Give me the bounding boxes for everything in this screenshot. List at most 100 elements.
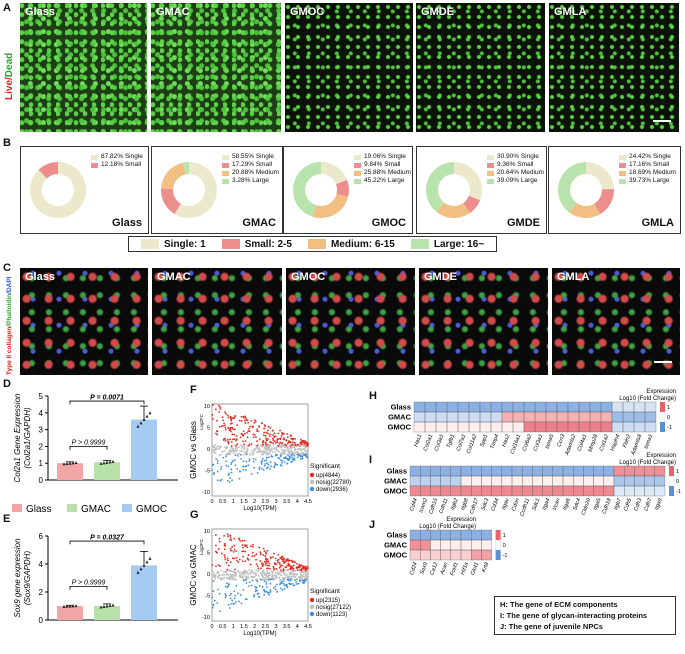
gene-label: Has2 bbox=[501, 434, 511, 448]
point-down bbox=[240, 457, 243, 460]
stain-label-gmac: GMAC bbox=[157, 271, 191, 283]
x-tick-label: 2 bbox=[253, 624, 256, 630]
point-nosig bbox=[226, 577, 228, 580]
ma-plot-gmoc-vs-glass: 0 0.5 1 1.5 2 2.5 3 3.5 4 4.5 10 5 0 -5 -10 Log10(TPM) G… bbox=[189, 403, 351, 512]
point-down bbox=[248, 585, 250, 587]
point-down bbox=[263, 580, 266, 582]
panel-letter-d: D bbox=[3, 378, 11, 390]
point-up bbox=[242, 416, 245, 419]
point-nosig bbox=[294, 449, 297, 451]
stain-label-collagen: Type II collagen bbox=[6, 326, 13, 375]
point-nosig bbox=[276, 570, 279, 572]
point-nosig bbox=[243, 445, 246, 448]
donut-legend-swatch bbox=[354, 170, 361, 176]
point-nosig bbox=[278, 572, 280, 574]
scale-high bbox=[660, 402, 665, 412]
heatmap-cell bbox=[522, 465, 533, 477]
point-nosig bbox=[214, 451, 217, 454]
heatmap-cell bbox=[471, 465, 482, 477]
donut-legend-text: 58.55% Single bbox=[232, 153, 274, 160]
heatmap-row-label: GMAC bbox=[384, 541, 407, 550]
heatmap-cell bbox=[573, 465, 584, 477]
point-up bbox=[272, 434, 275, 437]
point-up bbox=[276, 437, 279, 440]
donut-legend-row: 20.64% Medium bbox=[487, 169, 544, 177]
point-up bbox=[269, 426, 272, 429]
point-nosig bbox=[282, 452, 285, 455]
point-up bbox=[249, 563, 252, 566]
donut-legend-swatch bbox=[222, 154, 229, 160]
point-nosig bbox=[303, 571, 306, 574]
point-nosig bbox=[252, 451, 255, 454]
point-up bbox=[233, 557, 236, 560]
point-nosig bbox=[226, 572, 229, 575]
point-nosig bbox=[300, 573, 302, 576]
point-down bbox=[253, 594, 256, 596]
point-down bbox=[224, 596, 227, 599]
data-point bbox=[105, 460, 109, 464]
heatmap-cell bbox=[481, 475, 492, 487]
point-nosig bbox=[271, 572, 274, 575]
point-down bbox=[276, 583, 278, 586]
point-nosig bbox=[275, 449, 278, 452]
legend-label: up(4844) bbox=[316, 473, 340, 479]
gene-label: Acan bbox=[439, 562, 449, 577]
legend-title: Significant bbox=[310, 463, 340, 470]
point-down bbox=[216, 602, 219, 604]
point-nosig bbox=[293, 574, 296, 576]
heatmap-cell bbox=[409, 539, 421, 551]
point-down bbox=[220, 468, 222, 470]
gene-label: Cdh17 bbox=[469, 497, 481, 515]
point-down bbox=[294, 579, 296, 581]
point-up bbox=[251, 545, 254, 548]
y-tick-label: -5 bbox=[205, 594, 210, 600]
point-nosig bbox=[258, 578, 261, 580]
point-down bbox=[255, 586, 258, 589]
heatmap-cell bbox=[420, 465, 431, 477]
point-down bbox=[276, 463, 279, 466]
point-up bbox=[235, 444, 238, 447]
point-nosig bbox=[283, 450, 286, 452]
donut-slice-large bbox=[293, 162, 321, 217]
donut-slice-small bbox=[38, 162, 58, 179]
data-point bbox=[68, 461, 72, 465]
point-nosig bbox=[242, 454, 245, 456]
scale-bar bbox=[653, 120, 671, 122]
point-down bbox=[265, 590, 268, 593]
point-down bbox=[280, 461, 283, 464]
point-down bbox=[256, 580, 259, 583]
heatmap-cell bbox=[523, 411, 536, 423]
point-up bbox=[235, 550, 238, 553]
point-nosig bbox=[279, 579, 282, 581]
point-nosig bbox=[218, 454, 221, 456]
point-nosig bbox=[249, 572, 252, 575]
donut-legend-text: 9.84% Small bbox=[364, 161, 401, 168]
point-down bbox=[226, 582, 228, 585]
point-nosig bbox=[288, 452, 291, 455]
scale-bar-c bbox=[654, 361, 672, 363]
point-up bbox=[233, 544, 236, 547]
heatmap-cell bbox=[613, 465, 625, 477]
heatmap-cell bbox=[545, 401, 558, 413]
point-up bbox=[296, 569, 299, 572]
point-nosig bbox=[255, 578, 257, 581]
point-up bbox=[268, 564, 270, 567]
p-value-high: P = 0.0071 bbox=[90, 394, 124, 401]
heatmap-cell bbox=[479, 411, 492, 423]
data-point bbox=[136, 570, 140, 574]
point-nosig bbox=[280, 445, 282, 447]
scale-mid bbox=[659, 411, 666, 423]
point-down bbox=[287, 454, 289, 456]
point-down bbox=[269, 589, 272, 592]
livedead-image-gmla: GMLA bbox=[549, 3, 679, 132]
heatmap-cell bbox=[409, 465, 421, 477]
point-nosig bbox=[253, 571, 256, 574]
livedead-label-gmac: GMAC bbox=[156, 6, 190, 18]
donut-legend-row: 39.73% Large bbox=[619, 177, 676, 185]
point-up bbox=[237, 561, 240, 564]
point-nosig bbox=[266, 452, 269, 455]
point-up bbox=[273, 552, 275, 555]
gene-label: Cdon bbox=[511, 498, 521, 512]
point-up bbox=[274, 563, 276, 566]
point-up bbox=[240, 415, 243, 418]
